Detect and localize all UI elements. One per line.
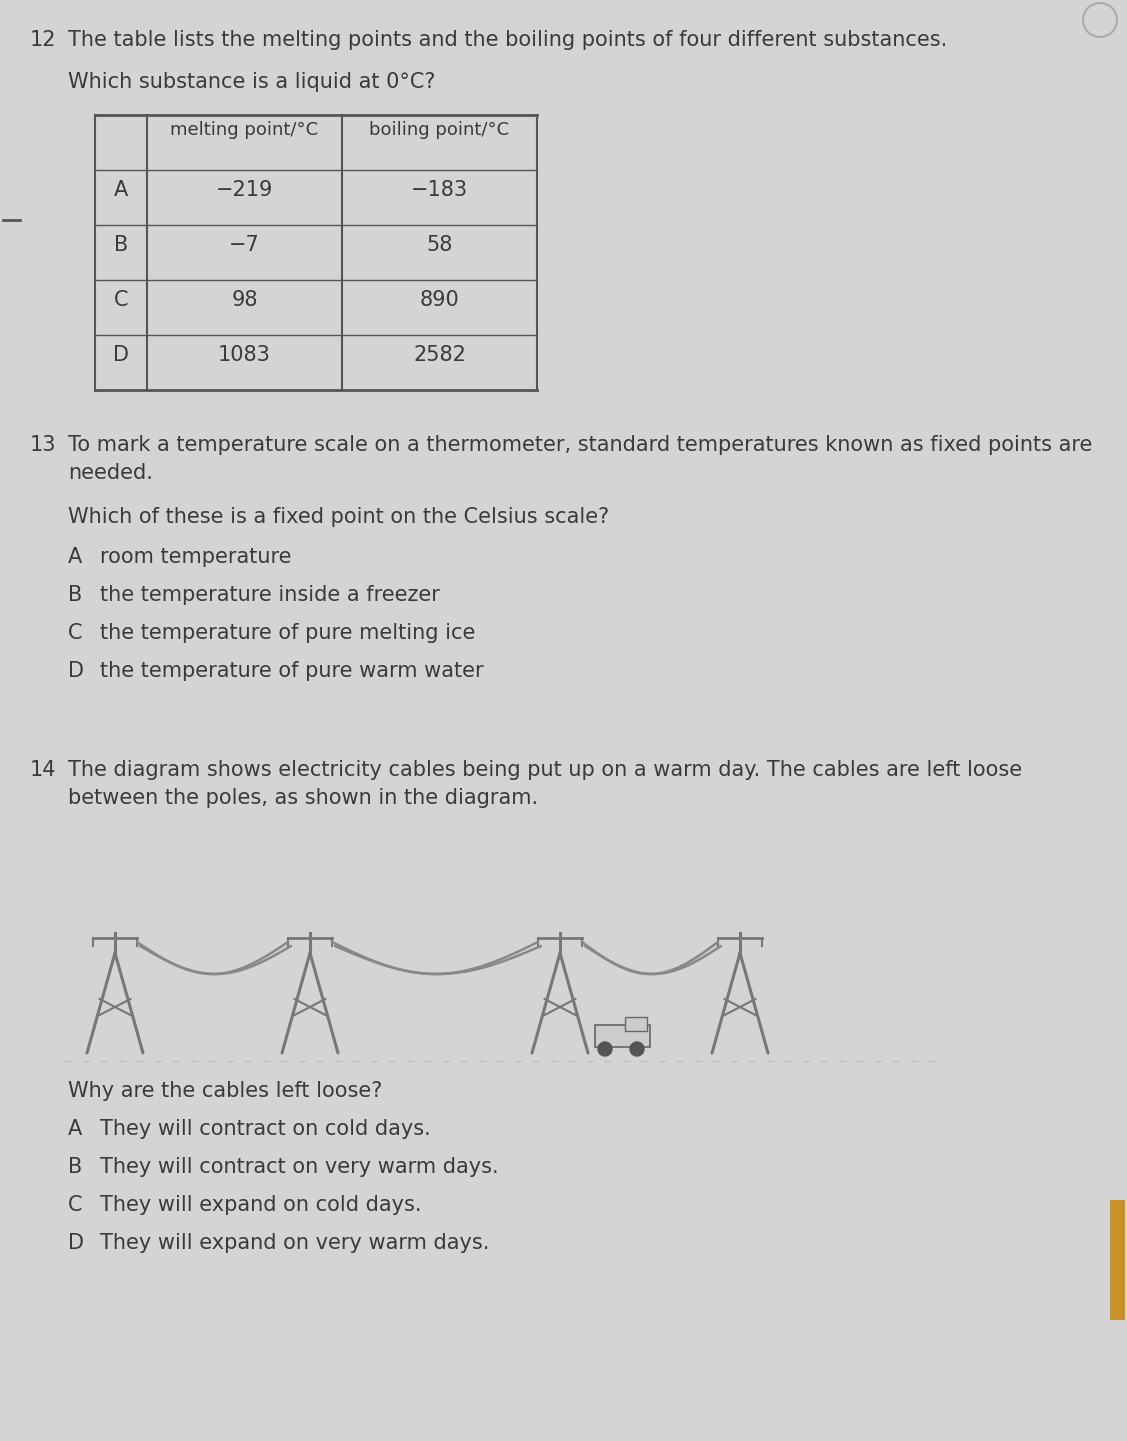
Text: They will contract on cold days.: They will contract on cold days. (100, 1120, 431, 1138)
Text: Why are the cables left loose?: Why are the cables left loose? (68, 1081, 382, 1101)
Text: between the poles, as shown in the diagram.: between the poles, as shown in the diagr… (68, 788, 538, 808)
Text: 890: 890 (419, 290, 460, 310)
Text: D: D (68, 661, 85, 682)
Text: 2582: 2582 (414, 344, 465, 365)
Text: −7: −7 (229, 235, 260, 255)
Circle shape (598, 1042, 612, 1056)
Text: 98: 98 (231, 290, 258, 310)
FancyBboxPatch shape (595, 1025, 650, 1048)
Circle shape (630, 1042, 644, 1056)
Text: C: C (114, 290, 128, 310)
Text: 13: 13 (30, 435, 56, 455)
Text: the temperature of pure warm water: the temperature of pure warm water (100, 661, 483, 682)
Text: room temperature: room temperature (100, 548, 292, 566)
Text: D: D (68, 1233, 85, 1254)
Text: the temperature inside a freezer: the temperature inside a freezer (100, 585, 440, 605)
Text: 12: 12 (30, 30, 56, 50)
Text: Which of these is a fixed point on the Celsius scale?: Which of these is a fixed point on the C… (68, 507, 610, 527)
Text: A: A (68, 1120, 82, 1138)
Text: 14: 14 (30, 759, 56, 780)
Text: needed.: needed. (68, 463, 153, 483)
Text: 58: 58 (426, 235, 453, 255)
Text: −219: −219 (215, 180, 273, 200)
Text: the temperature of pure melting ice: the temperature of pure melting ice (100, 623, 476, 643)
Text: They will expand on very warm days.: They will expand on very warm days. (100, 1233, 489, 1254)
Text: melting point/°C: melting point/°C (170, 121, 319, 138)
Text: They will contract on very warm days.: They will contract on very warm days. (100, 1157, 498, 1177)
FancyBboxPatch shape (1110, 1200, 1125, 1320)
Text: Which substance is a liquid at 0°C?: Which substance is a liquid at 0°C? (68, 72, 435, 92)
Text: 1083: 1083 (218, 344, 270, 365)
Text: D: D (113, 344, 128, 365)
Text: To mark a temperature scale on a thermometer, standard temperatures known as fix: To mark a temperature scale on a thermom… (68, 435, 1092, 455)
Text: The table lists the melting points and the boiling points of four different subs: The table lists the melting points and t… (68, 30, 948, 50)
Text: −183: −183 (411, 180, 468, 200)
Text: The diagram shows electricity cables being put up on a warm day. The cables are : The diagram shows electricity cables bei… (68, 759, 1022, 780)
Text: B: B (114, 235, 128, 255)
Text: A: A (114, 180, 128, 200)
Text: B: B (68, 1157, 82, 1177)
Text: A: A (68, 548, 82, 566)
Text: B: B (68, 585, 82, 605)
Text: C: C (68, 1195, 82, 1215)
Text: C: C (68, 623, 82, 643)
Text: They will expand on cold days.: They will expand on cold days. (100, 1195, 421, 1215)
Text: boiling point/°C: boiling point/°C (370, 121, 509, 138)
FancyBboxPatch shape (625, 1017, 647, 1030)
